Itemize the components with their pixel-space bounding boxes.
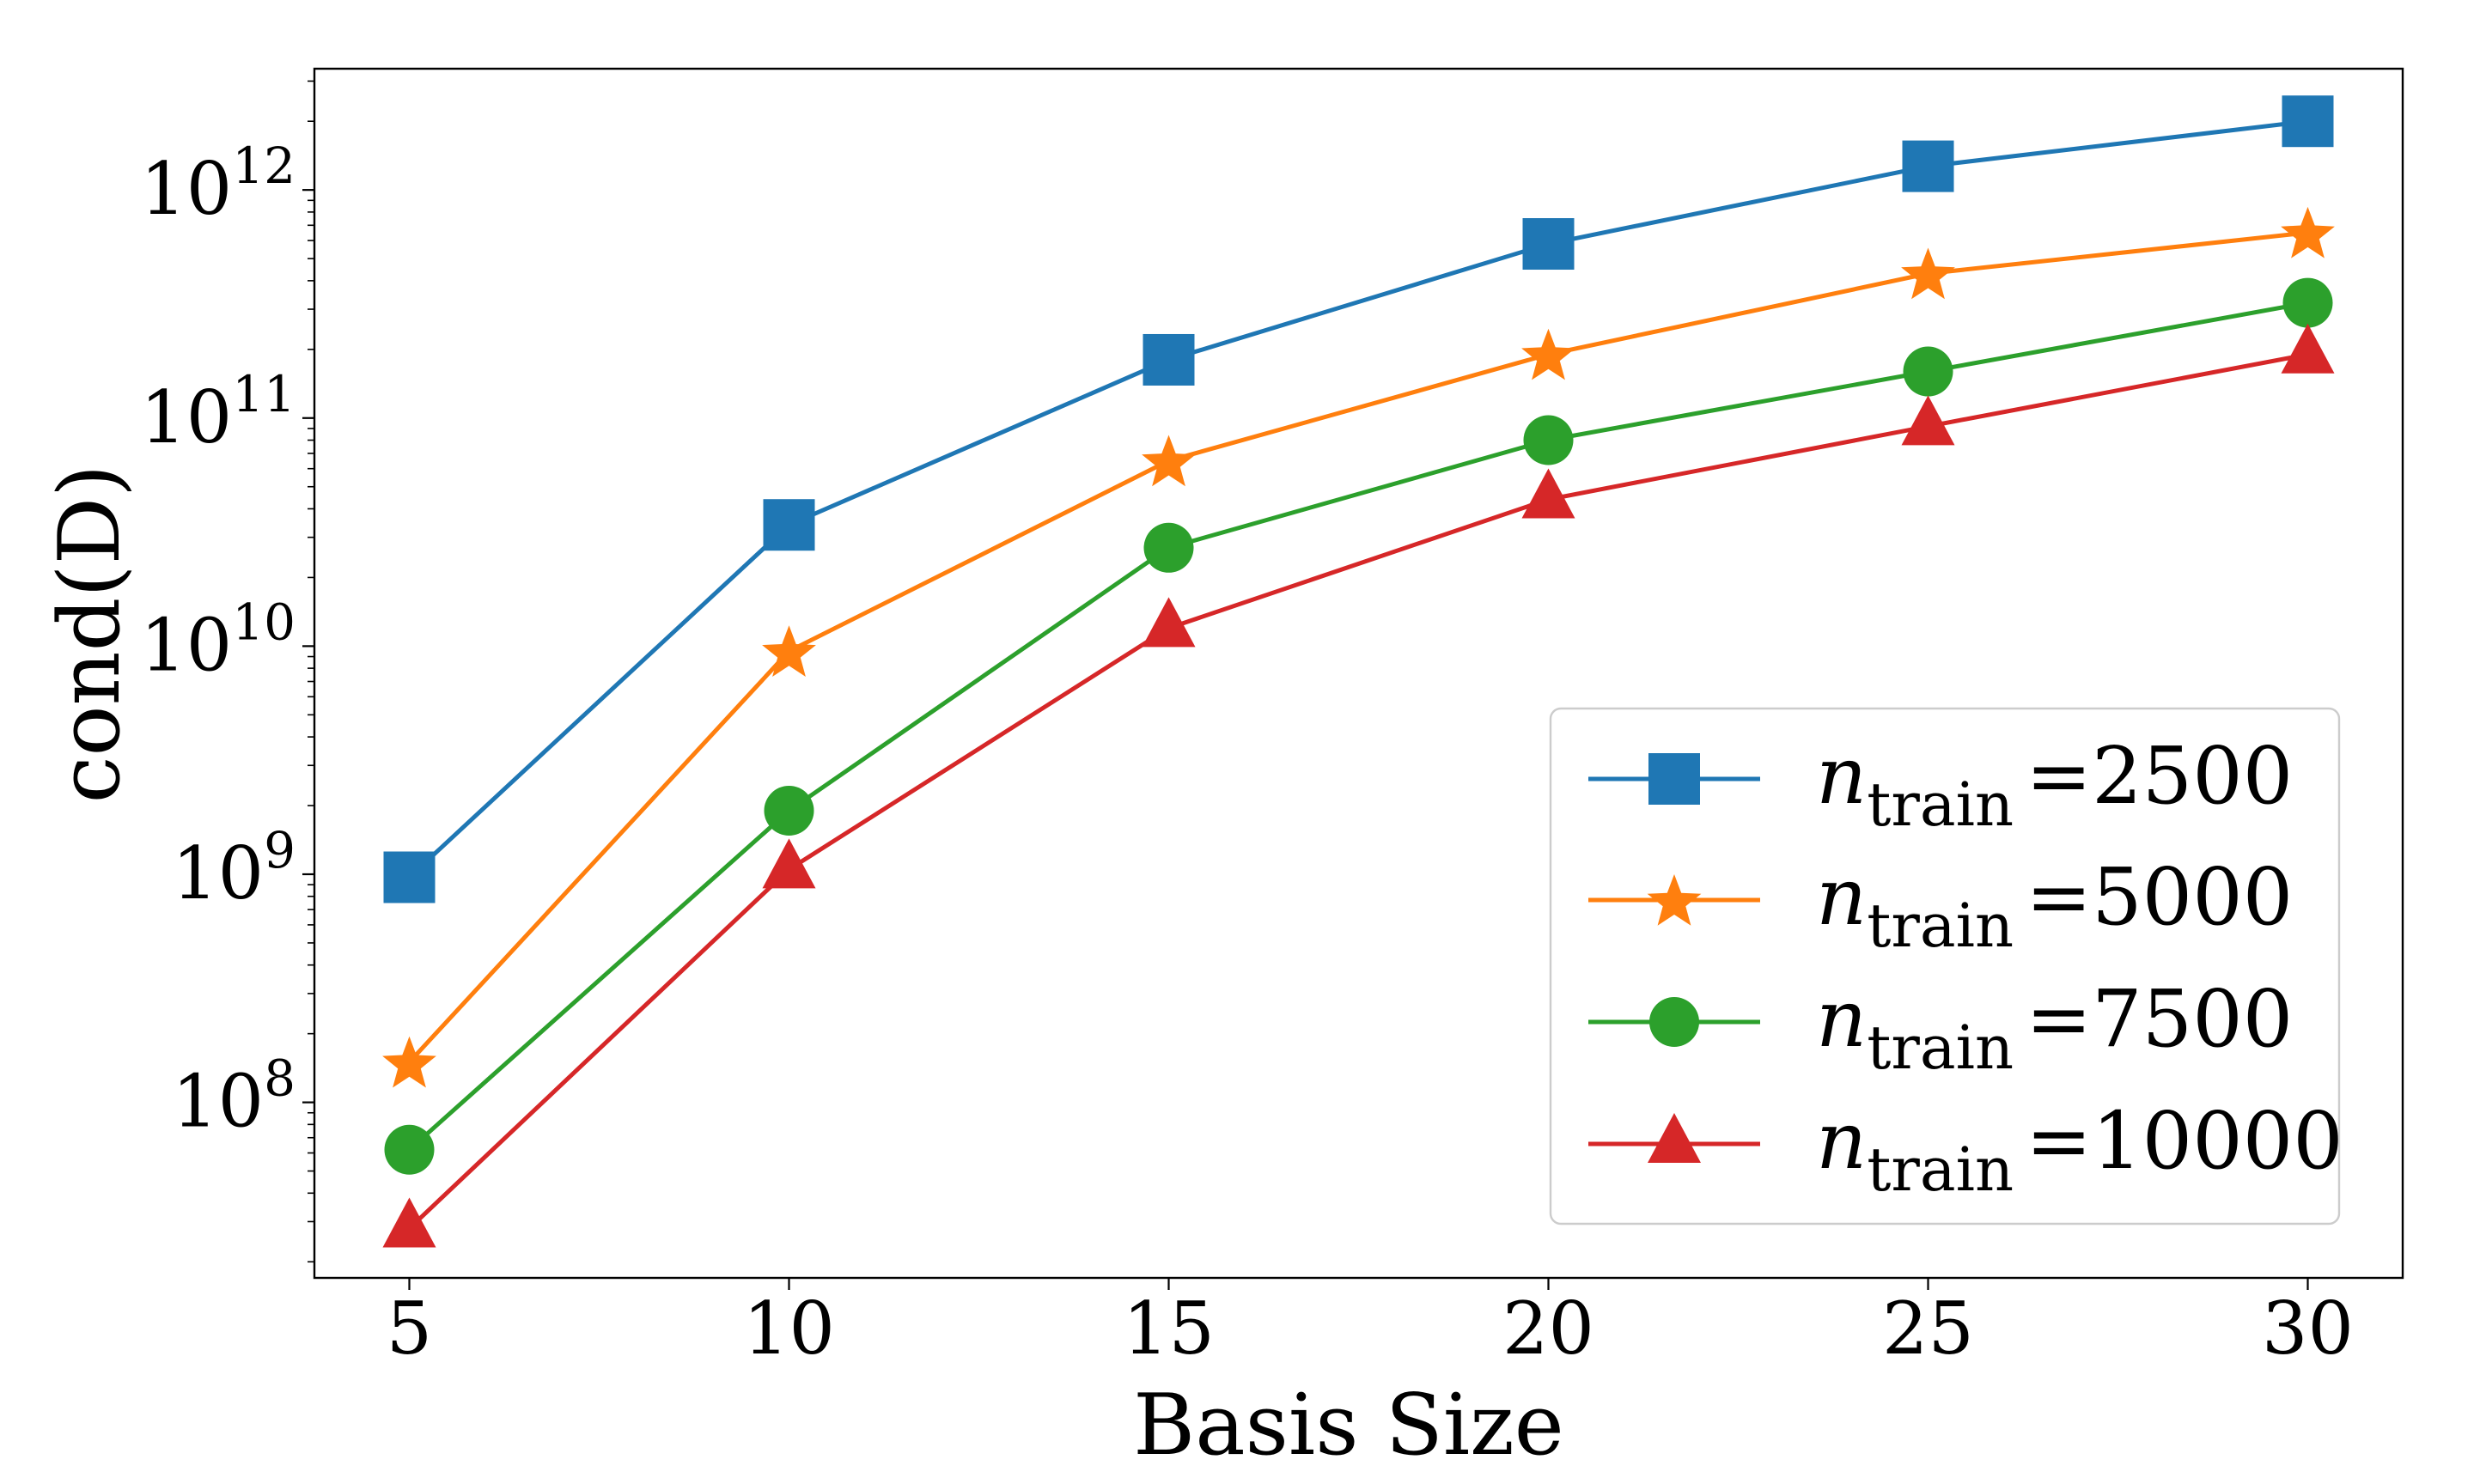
series-line-3 [407,301,2308,1152]
data-point [1523,415,1574,465]
x-tick-label: 25 [1882,1286,1974,1371]
data-point [383,851,436,903]
x-tick-label: 5 [387,1286,432,1371]
data-point [384,1124,435,1175]
x-tick-label: 30 [2262,1286,2354,1371]
plot-frame [313,67,2404,1280]
data-point [382,1197,436,1248]
series-line-2 [407,230,2308,1064]
data-point [1143,522,1194,573]
legend-label-3: ntrain =7500 [1816,973,2293,1083]
data-point [2282,277,2333,328]
data-point [1901,247,1955,300]
data-point [2281,323,2335,374]
data-point [1901,395,1955,446]
legend-marker-3 [1649,997,1699,1047]
data-point [1143,333,1195,386]
data-point [1522,218,1575,271]
x-tick-label: 10 [743,1286,835,1371]
legend-marker-1 [1648,753,1700,805]
x-tick-label: 20 [1502,1286,1594,1371]
legend-box [1549,707,2341,1226]
y-tick-label: 108 [172,1049,296,1144]
data-point [764,785,814,836]
y-tick-label: 109 [172,821,296,915]
data-point [382,1036,436,1088]
data-point [1142,597,1196,648]
legend-label-4: ntrain =10000 [1816,1095,2343,1205]
legend-marker-4 [1648,1113,1701,1164]
y-axis-label: cond(D) [41,465,139,804]
y-tick-label: 1011 [140,365,296,459]
data-point [763,499,815,551]
data-point [1521,328,1575,380]
series-line-1 [407,119,2308,879]
y-tick-label: 1010 [140,593,296,687]
data-point [1902,140,1954,192]
x-tick-label: 15 [1123,1286,1215,1371]
data-point [2281,206,2335,258]
series-line-4 [407,352,2308,1231]
legend-marker-2 [1647,874,1702,926]
data-point [762,838,816,889]
legend-label-2: ntrain =5000 [1816,851,2293,961]
y-tick-label: 1012 [140,137,296,231]
data-point [1521,468,1575,519]
data-point [1142,435,1196,487]
data-point [1903,346,1953,397]
data-point [762,625,816,677]
legend-label-1: ntrain =2500 [1816,730,2293,840]
x-axis-label: Basis Size [1133,1377,1564,1475]
data-point [2282,95,2334,148]
